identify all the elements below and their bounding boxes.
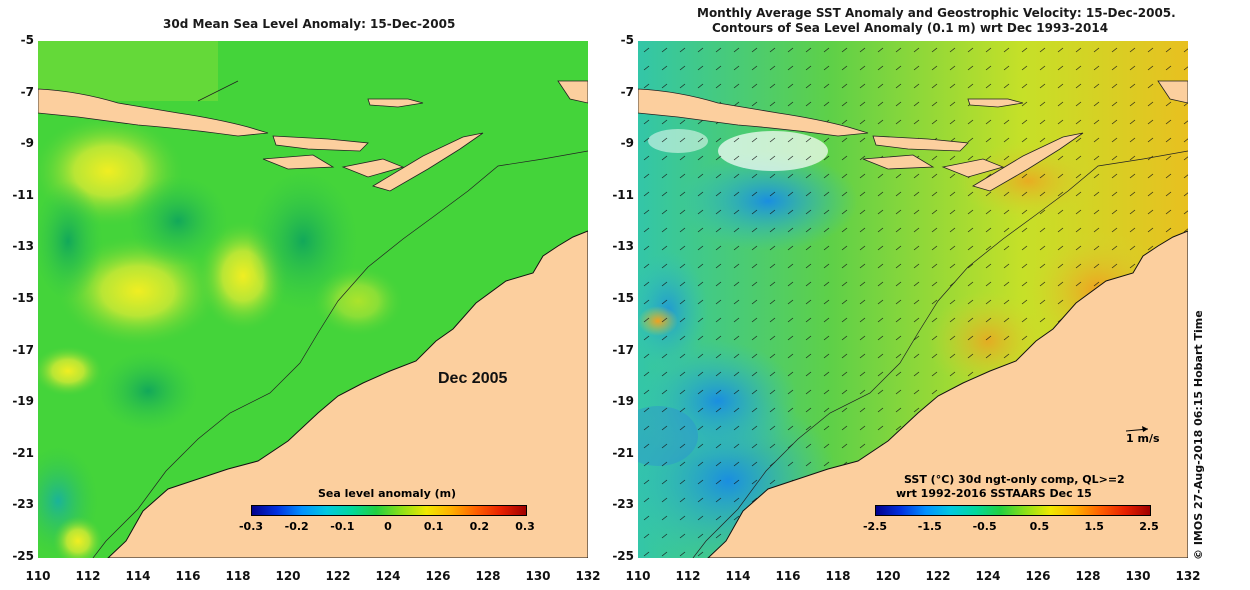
- colorbar-tick-label: -0.2: [284, 520, 309, 533]
- x-tick-label: 122: [925, 569, 951, 583]
- x-tick-label: 120: [275, 569, 301, 583]
- y-tick-label: -19: [12, 394, 34, 409]
- y-tick-label: -25: [12, 549, 34, 563]
- x-tick-label: 132: [575, 569, 601, 583]
- colorbar-tick-label: -2.5: [862, 520, 888, 533]
- x-tick-label: 118: [825, 569, 851, 583]
- x-tick-label: 126: [425, 569, 451, 583]
- x-tick-label: 128: [1075, 569, 1101, 583]
- x-tick-label: 130: [1125, 569, 1151, 583]
- colorbar-tick-label: 0.1: [423, 520, 444, 533]
- y-tick-label: -7: [620, 84, 634, 99]
- x-tick-label: 116: [175, 569, 201, 583]
- right-map-panel: [618, 41, 1189, 571]
- right-map-title-line1: Monthly Average SST Anomaly and Geostrop…: [697, 6, 1176, 20]
- x-tick-label: 110: [625, 569, 651, 583]
- y-tick-label: -15: [612, 291, 634, 305]
- right-map-title-line2: Contours of Sea Level Anomaly (0.1 m) wr…: [712, 21, 1109, 35]
- colorbar-tick-label: 0.3: [515, 520, 535, 533]
- x-tick-label: 118: [225, 569, 251, 583]
- y-tick-label: -21: [12, 445, 34, 460]
- colorbar-tick-label: 0.5: [1029, 520, 1050, 533]
- y-tick-label: -11: [612, 187, 634, 202]
- right-colorbar-title-line2: wrt 1992-2016 SSTAARS Dec 15: [896, 487, 1092, 500]
- y-tick-label: -13: [12, 239, 34, 254]
- x-tick-label: 112: [75, 569, 101, 583]
- velocity-scale-label: 1 m/s: [1126, 432, 1160, 445]
- colorbar-tick-label: -1.5: [917, 520, 942, 533]
- y-tick-label: -25: [612, 549, 634, 563]
- colorbar-tick-label: -0.1: [330, 520, 355, 533]
- left-map-panel: [18, 41, 589, 566]
- y-tick-label: -17: [12, 342, 34, 357]
- map-date-label: Dec 2005: [438, 370, 508, 387]
- x-tick-label: 132: [1175, 569, 1201, 583]
- left-colorbar-title: Sea level anomaly (m): [318, 487, 457, 500]
- sea-level-anomaly-map: [18, 41, 589, 566]
- x-tick-label: 126: [1025, 569, 1051, 583]
- left-map-title: 30d Mean Sea Level Anomaly: 15-Dec-2005: [163, 17, 456, 31]
- colorbar-tick-label: 0: [384, 520, 392, 533]
- x-tick-label: 124: [975, 569, 1001, 583]
- x-tick-label: 124: [375, 569, 401, 583]
- right-colorbar: [875, 505, 1151, 516]
- y-tick-label: -23: [12, 497, 34, 512]
- y-tick-label: -9: [620, 136, 634, 151]
- colorbar-tick-label: -0.5: [972, 520, 997, 533]
- x-tick-label: 114: [125, 569, 151, 583]
- y-tick-label: -5: [620, 33, 634, 47]
- y-tick-label: -19: [612, 394, 634, 409]
- colorbar-tick-label: 1.5: [1084, 520, 1104, 533]
- x-tick-label: 120: [875, 569, 901, 583]
- right-colorbar-title-line1: SST (°C) 30d ngt-only comp, QL>=2: [904, 473, 1125, 486]
- x-tick-label: 122: [325, 569, 351, 583]
- y-tick-label: -9: [20, 136, 34, 151]
- y-tick-label: -11: [12, 187, 34, 202]
- y-tick-label: -5: [20, 33, 34, 47]
- x-tick-label: 112: [675, 569, 701, 583]
- imos-credit: © IMOS 27-Aug-2018 06:15 Hobart Time: [1192, 310, 1205, 560]
- y-tick-label: -15: [12, 291, 34, 305]
- colorbar-tick-label: -0.3: [238, 520, 264, 533]
- y-tick-label: -7: [20, 84, 34, 99]
- y-tick-label: -17: [612, 342, 634, 357]
- x-tick-label: 130: [525, 569, 551, 583]
- y-tick-label: -21: [612, 445, 634, 460]
- colorbar-tick-label: 0.2: [469, 520, 490, 533]
- x-tick-label: 116: [775, 569, 801, 583]
- colorbar-tick-label: 2.5: [1139, 520, 1159, 533]
- x-tick-label: 114: [725, 569, 751, 583]
- sst-anomaly-map: [618, 41, 1189, 571]
- left-colorbar: [251, 505, 527, 516]
- x-tick-label: 128: [475, 569, 501, 583]
- y-tick-label: -13: [612, 239, 634, 254]
- x-tick-label: 110: [25, 569, 51, 583]
- y-tick-label: -23: [612, 497, 634, 512]
